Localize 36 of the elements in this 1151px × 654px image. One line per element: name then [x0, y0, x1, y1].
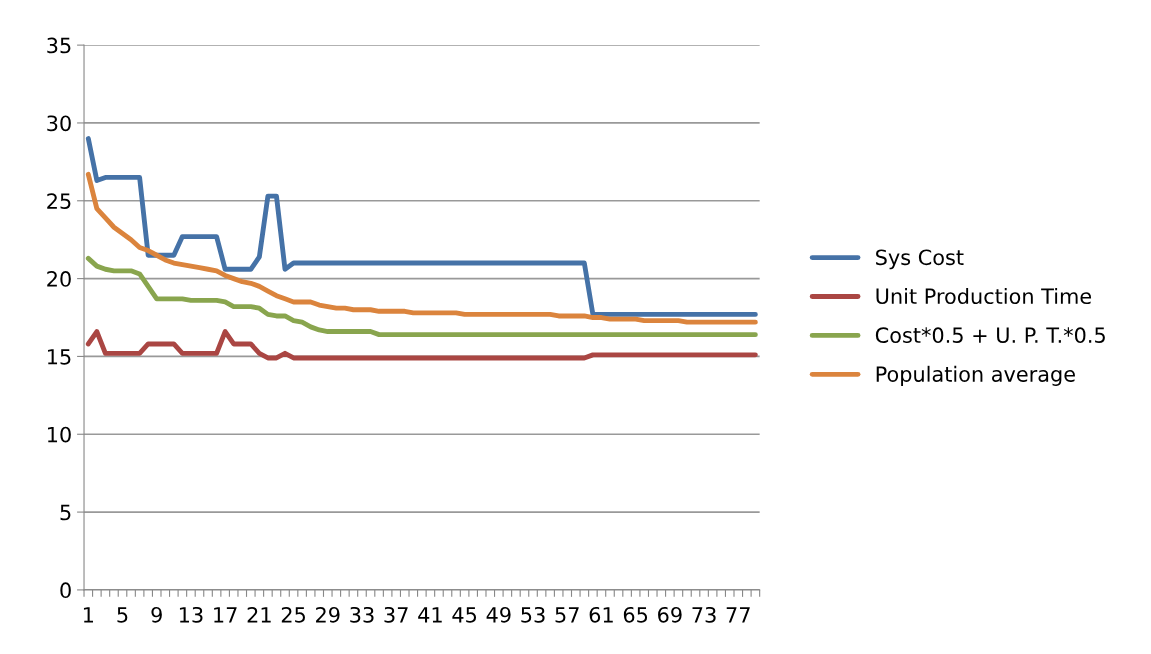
- y-tick-label: 10: [48, 426, 71, 443]
- x-tick-label: 29: [316, 606, 340, 623]
- x-tick-label: 77: [726, 607, 750, 623]
- legend-label: Population average: [876, 365, 1075, 386]
- x-tick-label: 37: [384, 606, 408, 623]
- legend-label: Unit Production Time: [876, 287, 1092, 305]
- x-tick-label: 33: [350, 606, 374, 623]
- x-tick-label: 53: [521, 606, 545, 623]
- line-series: [85, 255, 758, 338]
- x-tick-label: 73: [692, 606, 716, 623]
- x-tick-label: 49: [486, 606, 511, 623]
- legend-label: Cost*0.5 + U. P. T.*0.5: [875, 327, 1105, 344]
- x-tick-label: 57: [555, 607, 579, 623]
- y-tick-label: 35: [47, 37, 71, 54]
- x-tick-label: 41: [418, 607, 442, 623]
- line-series: [85, 136, 758, 317]
- x-tick-label: 25: [281, 606, 305, 623]
- x-tick-label: 1: [83, 607, 93, 623]
- x-tick-label: 21: [247, 606, 271, 623]
- y-tick-label: 0: [60, 582, 71, 599]
- x-tick-label: 5: [117, 607, 128, 623]
- x-tick-label: 61: [589, 606, 613, 623]
- y-tick-label: 20: [47, 271, 71, 287]
- y-tick-label: 25: [47, 193, 71, 209]
- x-tick-label: 45: [452, 607, 477, 623]
- line-series: [85, 329, 758, 361]
- x-tick-label: 69: [658, 606, 682, 623]
- x-tick-label: 65: [623, 606, 648, 623]
- x-tick-label: 9: [151, 606, 162, 623]
- y-tick-label: 30: [47, 115, 71, 132]
- legend-label: Sys Cost: [876, 249, 964, 270]
- x-tick-label: 17: [214, 607, 237, 623]
- x-tick-label: 13: [179, 606, 203, 623]
- y-tick-label: 15: [48, 349, 71, 365]
- line-series: [85, 171, 758, 325]
- y-tick-label: 5: [60, 504, 71, 521]
